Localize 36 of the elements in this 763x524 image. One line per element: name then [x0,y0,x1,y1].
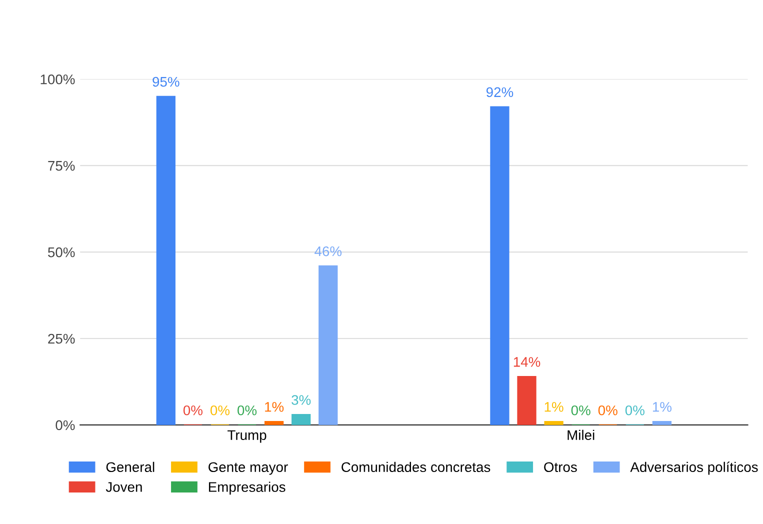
x-tick-label: Trump [228,430,266,443]
data-label: 0% [571,405,590,416]
data-label: 46% [314,246,342,256]
legend-label: Empresarios [208,482,286,495]
bar [544,420,564,425]
bar [292,414,311,425]
data-label: 3% [292,395,311,405]
bar [490,106,510,425]
legend-label: Comunidades concretas [342,462,490,472]
bar [517,376,536,425]
legend-label: Otros [544,462,577,472]
data-label: 0% [238,405,257,416]
bar [156,96,176,425]
y-tick-label: 100% [40,74,75,84]
y-tick-label: 50% [48,247,75,258]
data-label: 1% [265,402,284,412]
bar [652,420,672,425]
legend-label: Adversarios políticos [630,462,758,475]
data-label: 95% [152,76,180,87]
bar [318,265,338,425]
legend-label: Gente mayor [208,462,288,475]
data-label: 14% [514,357,540,367]
data-label: 0% [210,405,230,416]
data-label: 1% [652,402,672,412]
legend-label: General [106,462,154,472]
y-tick-label: 75% [48,160,75,171]
data-label: 0% [183,405,202,416]
data-label: 0% [625,405,644,416]
x-tick-label: Milei [568,430,594,440]
bar [264,420,284,425]
y-tick-label: 0% [56,420,75,430]
data-label: 0% [598,405,618,416]
data-label: 1% [544,402,564,412]
data-label: 92% [486,87,514,98]
legend-label: Joven [106,482,142,492]
y-tick-label: 25% [48,334,75,344]
